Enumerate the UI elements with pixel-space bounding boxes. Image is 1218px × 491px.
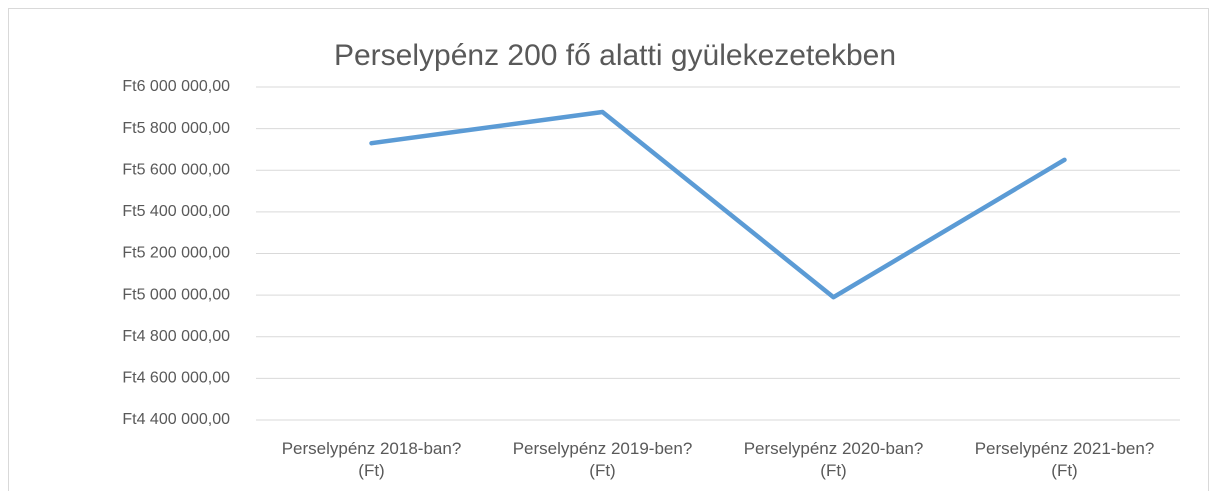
y-tick-label: Ft4 400 000,00 <box>122 411 230 428</box>
y-tick-label: Ft4 800 000,00 <box>122 328 230 345</box>
x-tick-label: Perselypénz 2018-ban? (Ft) <box>281 439 462 480</box>
x-tick-label: Perselypénz 2019-ben? (Ft) <box>512 439 693 480</box>
chart-border <box>8 8 1209 491</box>
x-tick-label: Perselypénz 2021-ben? (Ft) <box>974 439 1155 480</box>
y-tick-label: Ft6 000 000,00 <box>122 78 230 95</box>
y-tick-label: Ft5 600 000,00 <box>122 161 230 178</box>
x-tick-label: Perselypénz 2020-ban? (Ft) <box>743 439 924 480</box>
y-tick-label: Ft5 800 000,00 <box>122 120 230 137</box>
y-tick-label: Ft4 600 000,00 <box>122 370 230 387</box>
y-tick-label: Ft5 200 000,00 <box>122 245 230 262</box>
y-tick-label: Ft5 400 000,00 <box>122 203 230 220</box>
y-tick-label: Ft5 000 000,00 <box>122 286 230 303</box>
chart-title: Perselypénz 200 fő alatti gyülekezetekbe… <box>334 39 896 72</box>
data-line <box>369 109 1067 300</box>
